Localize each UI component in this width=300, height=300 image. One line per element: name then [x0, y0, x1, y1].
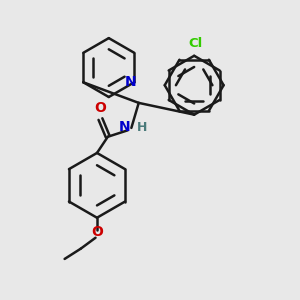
Text: O: O [91, 225, 103, 239]
Text: N: N [125, 75, 136, 89]
Text: Cl: Cl [188, 37, 203, 50]
Text: N: N [118, 120, 130, 134]
Text: H: H [137, 121, 147, 134]
Text: O: O [94, 101, 106, 115]
